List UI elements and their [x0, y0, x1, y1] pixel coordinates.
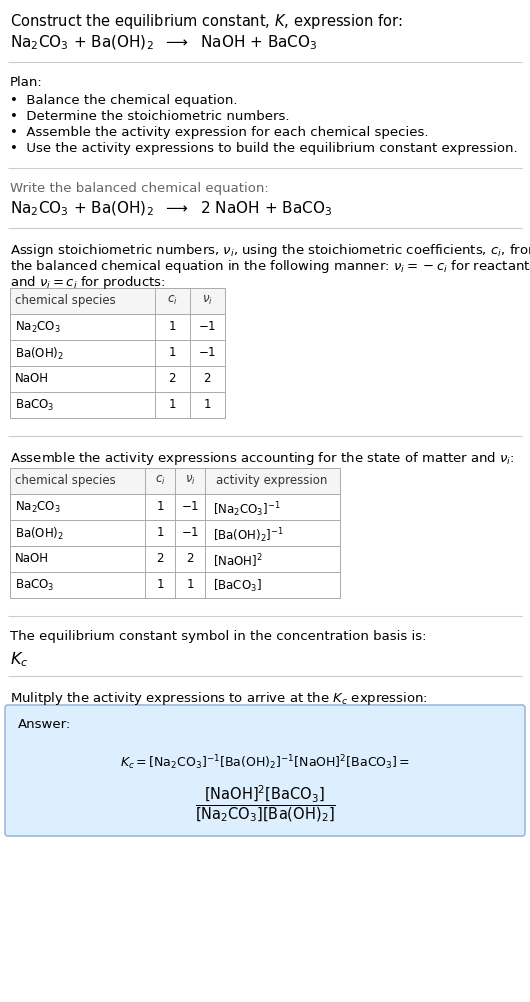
- Text: the balanced chemical equation in the following manner: $\nu_i = -c_i$ for react: the balanced chemical equation in the fo…: [10, 258, 530, 275]
- Text: Na$_2$CO$_3$: Na$_2$CO$_3$: [15, 500, 61, 515]
- Text: NaOH: NaOH: [15, 552, 49, 565]
- Bar: [10, 392, 225, 418]
- Text: 1: 1: [203, 398, 211, 411]
- Text: 1: 1: [168, 346, 176, 359]
- Text: $-1$: $-1$: [198, 346, 216, 359]
- Text: 2: 2: [156, 552, 164, 565]
- Text: Assign stoichiometric numbers, $\nu_i$, using the stoichiometric coefficients, $: Assign stoichiometric numbers, $\nu_i$, …: [10, 242, 530, 259]
- Text: $K_c$: $K_c$: [10, 650, 29, 668]
- Text: [Ba(OH)$_2$]$^{-1}$: [Ba(OH)$_2$]$^{-1}$: [213, 526, 284, 545]
- Text: $\dfrac{[\mathrm{NaOH}]^2[\mathrm{BaCO_3}]}{[\mathrm{Na_2CO_3}][\mathrm{Ba(OH)_2: $\dfrac{[\mathrm{NaOH}]^2[\mathrm{BaCO_3…: [195, 783, 335, 824]
- Bar: [10, 572, 340, 598]
- Text: 1: 1: [156, 500, 164, 513]
- Text: •  Use the activity expressions to build the equilibrium constant expression.: • Use the activity expressions to build …: [10, 142, 518, 155]
- Text: $-1$: $-1$: [181, 500, 199, 513]
- FancyBboxPatch shape: [5, 705, 525, 836]
- Bar: [10, 288, 225, 314]
- Text: BaCO$_3$: BaCO$_3$: [15, 578, 55, 593]
- Text: Ba(OH)$_2$: Ba(OH)$_2$: [15, 346, 64, 362]
- Bar: [10, 494, 340, 520]
- Text: and $\nu_i = c_i$ for products:: and $\nu_i = c_i$ for products:: [10, 274, 165, 291]
- Text: chemical species: chemical species: [15, 294, 116, 307]
- Text: 1: 1: [186, 578, 194, 591]
- Text: 2: 2: [186, 552, 194, 565]
- Text: $-1$: $-1$: [198, 320, 216, 333]
- Bar: [10, 314, 225, 340]
- Text: activity expression: activity expression: [216, 474, 328, 487]
- Bar: [10, 546, 340, 572]
- Text: chemical species: chemical species: [15, 474, 116, 487]
- Text: 2: 2: [168, 372, 176, 385]
- Text: NaOH: NaOH: [15, 372, 49, 385]
- Text: $\nu_i$: $\nu_i$: [201, 294, 213, 307]
- Bar: [10, 520, 340, 546]
- Text: Answer:: Answer:: [18, 718, 71, 731]
- Text: •  Balance the chemical equation.: • Balance the chemical equation.: [10, 94, 237, 107]
- Text: [NaOH]$^2$: [NaOH]$^2$: [213, 552, 263, 569]
- Text: 1: 1: [168, 320, 176, 333]
- Text: Write the balanced chemical equation:: Write the balanced chemical equation:: [10, 182, 269, 195]
- Text: Construct the equilibrium constant, $K$, expression for:: Construct the equilibrium constant, $K$,…: [10, 12, 403, 31]
- Text: Ba(OH)$_2$: Ba(OH)$_2$: [15, 526, 64, 542]
- Text: $c_i$: $c_i$: [155, 474, 165, 487]
- Text: $c_i$: $c_i$: [166, 294, 178, 307]
- Text: [BaCO$_3$]: [BaCO$_3$]: [213, 578, 262, 594]
- Text: •  Determine the stoichiometric numbers.: • Determine the stoichiometric numbers.: [10, 110, 289, 123]
- Text: BaCO$_3$: BaCO$_3$: [15, 398, 55, 413]
- Text: 1: 1: [156, 526, 164, 539]
- Text: Assemble the activity expressions accounting for the state of matter and $\nu_i$: Assemble the activity expressions accoun…: [10, 450, 515, 467]
- Text: $\nu_i$: $\nu_i$: [184, 474, 196, 487]
- Text: [Na$_2$CO$_3$]$^{-1}$: [Na$_2$CO$_3$]$^{-1}$: [213, 500, 280, 519]
- Text: The equilibrium constant symbol in the concentration basis is:: The equilibrium constant symbol in the c…: [10, 630, 427, 643]
- Text: Na$_2$CO$_3$: Na$_2$CO$_3$: [15, 320, 61, 335]
- Bar: [10, 366, 225, 392]
- Text: 2: 2: [203, 372, 211, 385]
- Text: 1: 1: [156, 578, 164, 591]
- Text: Na$_2$CO$_3$ + Ba(OH)$_2$  $\longrightarrow$  2 NaOH + BaCO$_3$: Na$_2$CO$_3$ + Ba(OH)$_2$ $\longrightarr…: [10, 200, 332, 218]
- Text: Mulitply the activity expressions to arrive at the $K_c$ expression:: Mulitply the activity expressions to arr…: [10, 690, 428, 707]
- Bar: [10, 340, 225, 366]
- Text: Na$_2$CO$_3$ + Ba(OH)$_2$  $\longrightarrow$  NaOH + BaCO$_3$: Na$_2$CO$_3$ + Ba(OH)$_2$ $\longrightarr…: [10, 34, 317, 52]
- Text: •  Assemble the activity expression for each chemical species.: • Assemble the activity expression for e…: [10, 126, 428, 139]
- Text: Plan:: Plan:: [10, 76, 43, 89]
- Text: 1: 1: [168, 398, 176, 411]
- Text: $K_c = [\mathrm{Na_2CO_3}]^{-1}[\mathrm{Ba(OH)_2}]^{-1}[\mathrm{NaOH}]^2[\mathrm: $K_c = [\mathrm{Na_2CO_3}]^{-1}[\mathrm{…: [120, 753, 410, 772]
- Text: $-1$: $-1$: [181, 526, 199, 539]
- Bar: [10, 468, 340, 494]
